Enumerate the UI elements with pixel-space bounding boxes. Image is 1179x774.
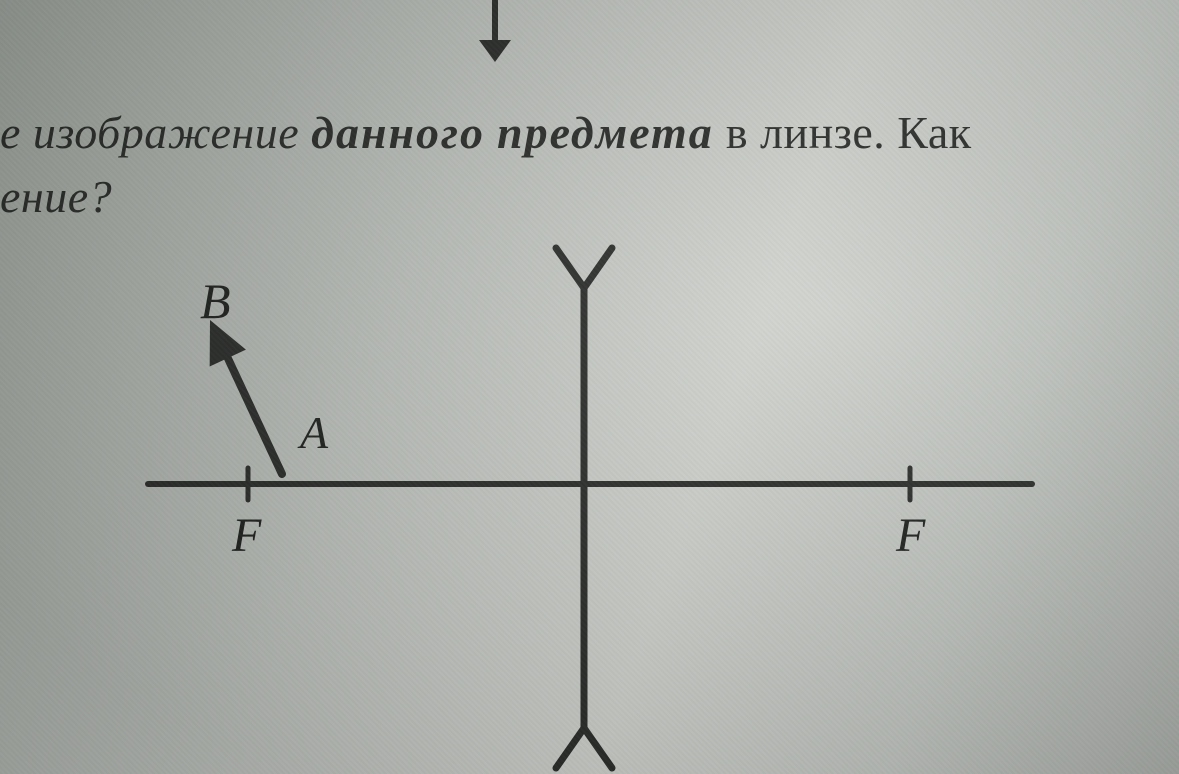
label-b: B <box>200 272 231 330</box>
label-f-right: F <box>896 508 925 563</box>
lens-diagram <box>0 0 1179 774</box>
label-f-left: F <box>232 508 261 563</box>
label-a: A <box>300 406 328 459</box>
